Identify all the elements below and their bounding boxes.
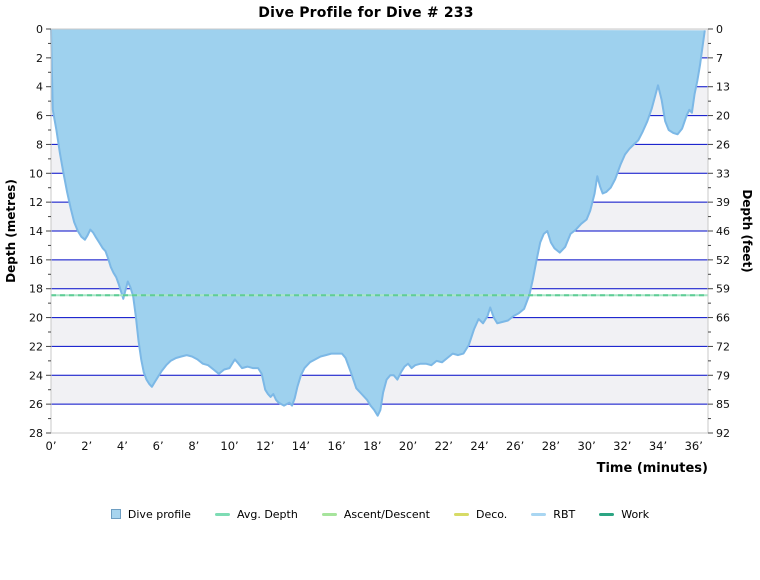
x-axis-title: Time (minutes) xyxy=(596,461,708,476)
y-tick-label-feet: 13 xyxy=(716,81,730,94)
x-tick-label: 28’ xyxy=(542,439,560,453)
legend-swatch-rbt xyxy=(531,512,547,516)
legend-label-avg-depth: Avg. Depth xyxy=(236,507,298,521)
y-tick-label-metres: 0 xyxy=(36,23,43,36)
y-tick-label-metres: 18 xyxy=(29,283,43,296)
y-tick-label-metres: 26 xyxy=(29,398,43,411)
x-tick-label: 10’ xyxy=(220,439,238,453)
x-tick-label: 24’ xyxy=(470,439,488,453)
y-tick-label-feet: 33 xyxy=(716,167,730,180)
legend-item-dive-profile: Dive profile xyxy=(110,507,191,521)
y-tick-label-feet: 0 xyxy=(716,23,723,36)
dive-profile-outline xyxy=(50,28,706,417)
x-tick-label: 2’ xyxy=(81,439,92,453)
legend: Dive profile Avg. Depth Ascent/Descent Deco… xyxy=(0,504,760,524)
legend-label-work: Work xyxy=(621,507,650,521)
x-tick-label: 32’ xyxy=(613,439,631,453)
legend-label-rbt: RBT xyxy=(553,507,576,521)
legend-swatch-ascent-descent xyxy=(321,512,337,516)
x-tick-label: 18’ xyxy=(363,439,381,453)
y-tick-label-feet: 26 xyxy=(716,138,730,151)
legend-item-ascent-descent: Ascent/Descent xyxy=(321,507,430,521)
y-tick-label-feet: 39 xyxy=(716,196,730,209)
legend-label-dive-profile: Dive profile xyxy=(127,507,191,521)
y-axis-title-feet: Depth (feet) xyxy=(740,189,754,273)
y-tick-label-metres: 10 xyxy=(29,167,43,180)
y-tick-label-metres: 8 xyxy=(36,138,43,151)
x-tick-label: 34’ xyxy=(649,439,667,453)
x-tick-label: 22’ xyxy=(435,439,453,453)
legend-swatch-avg-depth xyxy=(214,512,230,516)
y-tick-label-feet: 79 xyxy=(716,369,730,382)
y-tick-label-feet: 92 xyxy=(716,427,730,440)
x-tick-label: 20’ xyxy=(399,439,417,453)
y-tick-label-metres: 20 xyxy=(29,312,43,325)
x-tick-label: 30’ xyxy=(577,439,595,453)
y-axis-title-metres: Depth (metres) xyxy=(4,179,18,283)
y-tick-label-feet: 66 xyxy=(716,312,730,325)
y-tick-label-feet: 20 xyxy=(716,110,730,123)
chart-title: Dive Profile for Dive # 233 xyxy=(258,5,474,21)
x-tick-label: 14’ xyxy=(292,439,310,453)
legend-item-avg-depth: Avg. Depth xyxy=(214,507,298,521)
y-tick-label-metres: 4 xyxy=(36,81,43,94)
x-tick-label: 6’ xyxy=(153,439,164,453)
legend-item-work: Work xyxy=(599,508,649,521)
y-tick-label-feet: 59 xyxy=(716,283,730,296)
y-tick-label-metres: 16 xyxy=(29,254,43,267)
x-tick-label: 36’ xyxy=(685,439,703,453)
legend-item-rbt: RBT xyxy=(531,508,575,521)
y-tick-label-metres: 28 xyxy=(29,427,43,440)
legend-swatch-dive-profile xyxy=(110,509,121,519)
x-tick-label: 8’ xyxy=(188,439,199,453)
x-tick-label: 4’ xyxy=(117,439,128,453)
y-tick-label-feet: 72 xyxy=(716,340,730,353)
plot-canvas: 0 0 2 7 4 13 6 20 8 26 10 33 12 39 14 46 16 52 18 59 20 66 22 7… xyxy=(29,23,730,453)
legend-label-ascent-descent: Ascent/Descent xyxy=(343,507,430,521)
y-tick-label-metres: 12 xyxy=(29,196,43,209)
legend-swatch-work xyxy=(599,512,615,516)
y-tick-label-metres: 22 xyxy=(29,340,43,353)
legend-item-deco: Deco. xyxy=(453,507,508,521)
y-tick-label-feet: 46 xyxy=(716,225,730,238)
y-tick-label-feet: 85 xyxy=(716,398,730,411)
x-tick-label: 26’ xyxy=(506,439,524,453)
dive-profile-area xyxy=(51,29,705,416)
y-tick-label-feet: 7 xyxy=(716,52,723,65)
y-tick-label-metres: 14 xyxy=(29,225,43,238)
legend-swatch-deco xyxy=(453,512,469,516)
y-tick-label-metres: 24 xyxy=(29,369,43,382)
x-tick-label: 0’ xyxy=(46,439,57,453)
y-tick-label-feet: 52 xyxy=(716,254,730,267)
x-tick-label: 12’ xyxy=(256,439,274,453)
x-tick-label: 16’ xyxy=(328,439,346,453)
y-tick-label-metres: 6 xyxy=(36,110,43,123)
y-tick-label-metres: 2 xyxy=(36,52,43,65)
legend-label-deco: Deco. xyxy=(475,507,508,521)
